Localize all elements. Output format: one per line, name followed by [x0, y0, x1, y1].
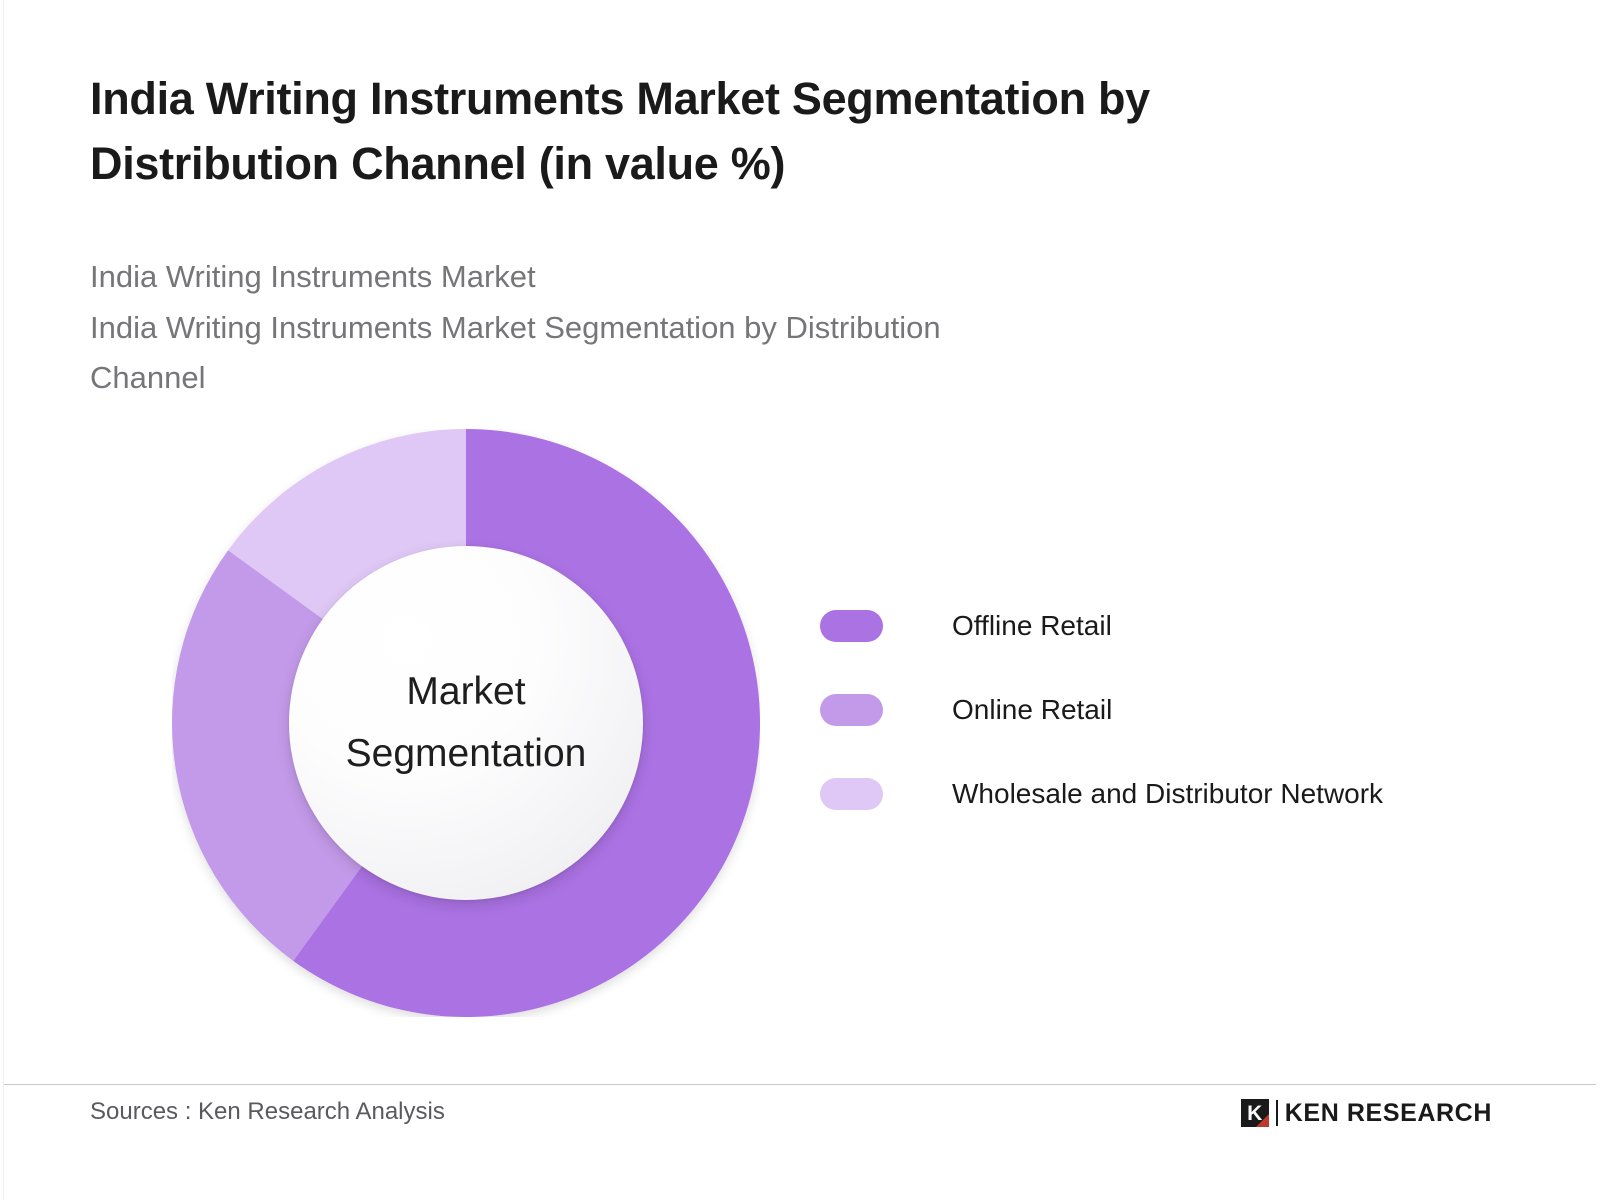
- legend-item-label: Offline Retail: [952, 610, 1112, 641]
- sources-text: Sources : Ken Research Analysis: [90, 1098, 445, 1125]
- logo-k-mark-icon: K: [1240, 1099, 1269, 1127]
- donut-graphic: Market Segmentation: [172, 429, 760, 1017]
- left-edge-rule: [3, 0, 4, 1200]
- page-title: India Writing Instruments Market Segment…: [90, 73, 1150, 190]
- donut-center-line-1: Market: [406, 669, 526, 713]
- chart-legend: Offline Retail Online Retail Wholesale and…: [820, 584, 1520, 836]
- legend-item[interactable]: Offline Retail: [820, 584, 1520, 668]
- donut-svg: [172, 429, 760, 1017]
- donut-slice[interactable]: [172, 550, 466, 961]
- donut-center-label: Market Segmentation: [289, 546, 643, 900]
- donut-slice[interactable]: [293, 429, 760, 1017]
- legend-swatch-icon: [820, 694, 883, 726]
- donut-center-line-2: Segmentation: [345, 732, 587, 775]
- logo-red-wedge-icon: [1255, 1114, 1269, 1127]
- donut-slice[interactable]: [228, 429, 466, 723]
- legend-item-label: Wholesale and Distributor Network: [952, 778, 1384, 809]
- donut-slice-group: [172, 429, 760, 1017]
- legend-swatch-icon: [820, 778, 883, 810]
- logo-divider-bar: [1275, 1100, 1278, 1126]
- footer-divider: [4, 1084, 1596, 1085]
- logo-wordmark: KEN RESEARCH: [1284, 1098, 1492, 1127]
- legend-item[interactable]: Online Retail: [820, 668, 1520, 752]
- ken-research-logo: K KEN RESEARCH: [1240, 1098, 1492, 1128]
- legend-item[interactable]: Wholesale and Distributor Network: [820, 752, 1520, 836]
- page-subtitle: India Writing Instruments Market India W…: [90, 259, 941, 396]
- legend-swatch-icon: [820, 610, 883, 642]
- legend-item-label: Online Retail: [952, 694, 1113, 725]
